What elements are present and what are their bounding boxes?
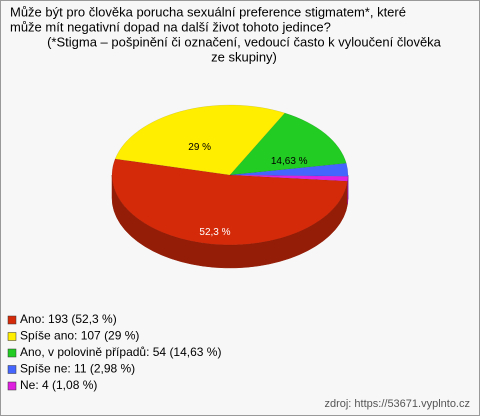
source: zdroj: https://53671.vyplnto.cz — [324, 398, 470, 410]
legend-label: Ano: 193 (52,3 %) — [20, 312, 117, 326]
data-label: 14,63 % — [271, 156, 308, 167]
chart-title: (*Stigma – pošpinění či označení, vedouc… — [47, 34, 442, 49]
pie-slice — [229, 112, 347, 176]
legend-label: Spíše ne: 11 (2,98 %) — [20, 362, 135, 376]
pie-slice — [229, 174, 349, 182]
pie-slice — [114, 104, 286, 176]
chart-title: může mít negativní dopad na další život … — [10, 19, 331, 34]
legend-swatch — [7, 315, 17, 325]
legend-swatch — [7, 381, 17, 391]
legend-label: Spíše ano: 107 (29 %) — [20, 329, 139, 343]
data-label: 29 % — [188, 142, 211, 153]
data-label: 52,3 % — [199, 227, 230, 238]
legend-swatch — [7, 348, 17, 358]
legend-label: Ano, v polovině případů: 54 (14,63 %) — [20, 345, 221, 359]
legend-label: Ne: 4 (1,08 %) — [20, 378, 97, 392]
legend-swatch — [7, 365, 17, 374]
chart-title: Může být pro člověka porucha sexuální pr… — [10, 4, 406, 19]
pie-slice — [111, 158, 348, 246]
pie-slice — [229, 163, 349, 177]
chart-title: ze skupiny) — [211, 49, 277, 64]
legend-swatch — [7, 332, 17, 341]
